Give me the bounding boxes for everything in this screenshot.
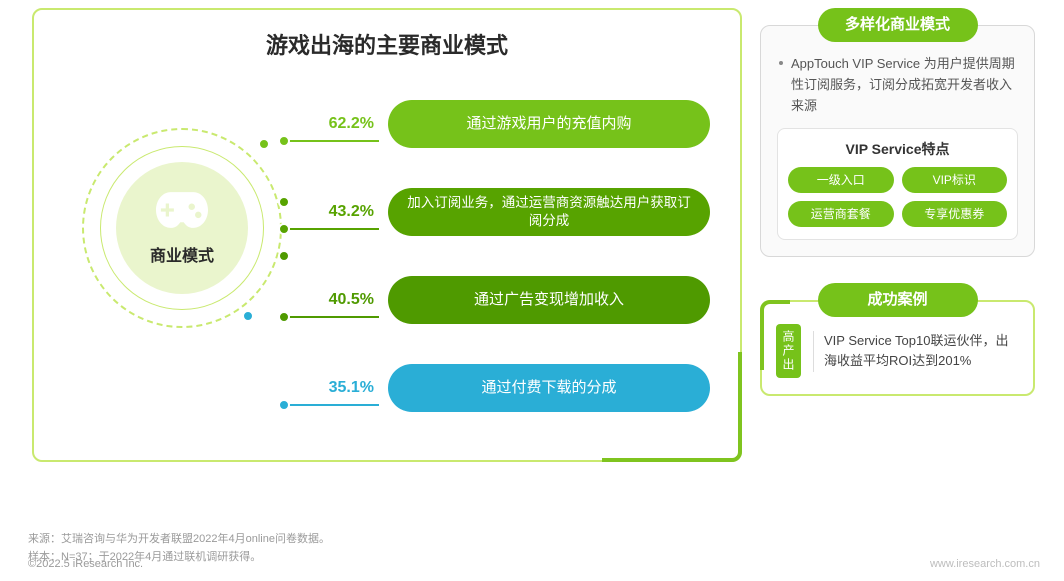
chip-grid: 一级入口 VIP标识运营商套餐专享优惠券 [788,167,1007,227]
row-pill-0: 通过游戏用户的充值内购 [388,100,710,148]
vip-chip-1: VIP标识 [902,167,1008,193]
row-pct-0: 62.2% [304,115,374,133]
card-business-model: AppTouch VIP Service 为用户提供周期性订阅服务，订阅分成拓宽… [760,25,1035,257]
data-row-1: 43.2% 加入订阅业务，通过运营商资源触达用户获取订阅分成 [304,182,710,242]
data-row-3: 35.1% 通过付费下载的分成 [304,358,710,418]
ring-dot-2 [278,196,290,208]
vip-title: VIP Service特点 [788,139,1007,159]
row-pill-3: 通过付费下载的分成 [388,364,710,412]
vip-box: VIP Service特点 一级入口 VIP标识运营商套餐专享优惠券 [777,128,1018,240]
center-label: 商业模式 [150,242,214,266]
vip-chip-0: 一级入口 [788,167,894,193]
badge-success-case: 成功案例 [818,283,978,317]
footer-site: www.iresearch.com.cn [930,558,1040,581]
main-title: 游戏出海的主要商业模式 [34,28,740,60]
main-panel: 游戏出海的主要商业模式 商业模式 62.2% 通过游戏用户的充值内购 43.2% 加入… [32,8,742,462]
footer-line1: 来源：艾瑞咨询与华为开发者联盟2022年4月online问卷数据。 [28,530,330,549]
center-circle: 商业模式 [82,128,282,328]
bullet-text: AppTouch VIP Service 为用户提供周期性订阅服务，订阅分成拓宽… [791,54,1018,116]
connector-dot-1 [278,223,290,235]
card2-corner-accent [760,300,790,370]
bullet-row: AppTouch VIP Service 为用户提供周期性订阅服务，订阅分成拓宽… [777,54,1018,116]
row-pct-3: 35.1% [304,379,374,397]
ring-dot-4 [242,310,254,322]
data-row-0: 62.2% 通过游戏用户的充值内购 [304,94,710,154]
connector-dot-2 [278,311,290,323]
ring-dot-3 [278,250,290,262]
footer-copyright: ©2022.5 iResearch Inc. [28,558,143,570]
bullet-dot [779,61,783,65]
row-pct-1: 43.2% [304,203,374,221]
connector-dot-3 [278,399,290,411]
row-pill-2: 通过广告变现增加收入 [388,276,710,324]
vip-chip-2: 运营商套餐 [788,201,894,227]
badge-business-model: 多样化商业模式 [818,8,978,42]
page: 游戏出海的主要商业模式 商业模式 62.2% 通过游戏用户的充值内购 43.2% 加入… [0,0,1064,581]
connector-dot-0 [278,135,290,147]
right-column: 多样化商业模式 AppTouch VIP Service 为用户提供周期性订阅服… [760,8,1035,396]
row-pct-2: 40.5% [304,291,374,309]
ring-dot-1 [258,138,270,150]
vip-chip-3: 专享优惠券 [902,201,1008,227]
gamepad-icon [156,191,208,234]
center-disc: 商业模式 [116,162,248,294]
row-pill-1: 加入订阅业务，通过运营商资源触达用户获取订阅分成 [388,188,710,236]
data-row-2: 40.5% 通过广告变现增加收入 [304,270,710,330]
card-success-wrap: 成功案例 高产出 VIP Service Top10联运伙伴，出海收益平均ROI… [760,283,1035,396]
case-text: VIP Service Top10联运伙伴，出海收益平均ROI达到201% [813,331,1019,373]
